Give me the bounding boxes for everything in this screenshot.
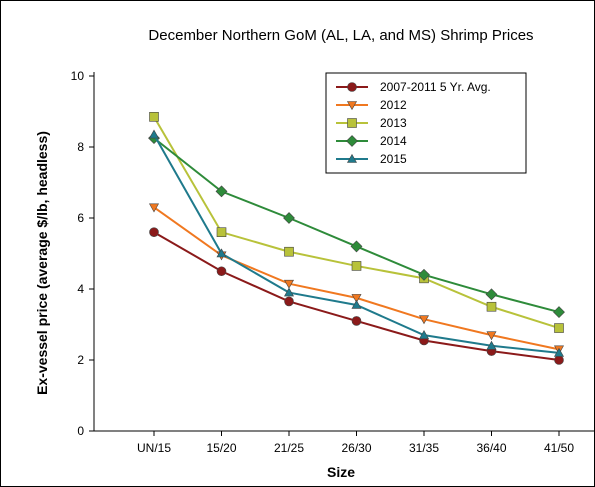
x-axis-title: Size bbox=[327, 464, 355, 480]
data-point bbox=[418, 315, 430, 325]
data-point bbox=[148, 129, 160, 139]
legend-swatch-marker bbox=[347, 82, 357, 92]
data-point bbox=[284, 246, 294, 257]
x-tick-label: 41/50 bbox=[544, 441, 574, 455]
data-point bbox=[554, 323, 564, 333]
data-point bbox=[554, 355, 564, 365]
data-point bbox=[351, 299, 362, 309]
x-tick-label: 15/20 bbox=[206, 441, 236, 455]
y-tick-label: 2 bbox=[77, 353, 84, 367]
series-4 bbox=[148, 129, 565, 357]
legend-label: 2015 bbox=[380, 152, 407, 166]
data-point bbox=[216, 248, 227, 258]
y-axis-title: Ex-vessel price (average $/lb, headless) bbox=[34, 131, 50, 395]
legend-swatch-marker bbox=[346, 101, 358, 111]
data-point bbox=[283, 287, 295, 297]
data-point bbox=[553, 347, 565, 357]
data-point bbox=[350, 240, 363, 253]
data-point bbox=[486, 331, 497, 341]
legend-swatch-marker bbox=[346, 135, 358, 147]
x-tick-label: 21/25 bbox=[274, 441, 304, 455]
legend-label: 2014 bbox=[380, 134, 407, 148]
data-point bbox=[486, 340, 497, 350]
x-tick-label: 31/35 bbox=[409, 441, 439, 455]
data-point bbox=[418, 330, 430, 339]
data-point bbox=[486, 301, 497, 312]
x-tick-label: 26/30 bbox=[341, 441, 371, 455]
x-tick-label: UN/15 bbox=[137, 441, 171, 455]
series-1 bbox=[148, 203, 565, 355]
data-point bbox=[284, 296, 294, 307]
data-point bbox=[351, 316, 362, 326]
data-point bbox=[418, 268, 430, 281]
legend-label: 2007-2011 5 Yr. Avg. bbox=[380, 80, 491, 94]
y-tick-label: 8 bbox=[77, 140, 84, 154]
data-point bbox=[149, 112, 159, 122]
y-tick-label: 4 bbox=[77, 282, 84, 296]
chart-title: December Northern GoM (AL, LA, and MS) S… bbox=[148, 27, 533, 44]
legend: 2007-2011 5 Yr. Avg. 2012 2013 2014 2015 bbox=[325, 72, 527, 174]
legend-label: 2013 bbox=[380, 116, 407, 130]
data-point bbox=[485, 288, 498, 301]
legend-swatch-marker bbox=[347, 118, 357, 128]
data-point bbox=[148, 203, 160, 213]
axes: 0 2 4 6 8 10 UN/15 15/20 21/25 26/30 31/35 36/40 41/… bbox=[71, 69, 594, 455]
data-point bbox=[283, 212, 295, 224]
data-point bbox=[216, 266, 227, 277]
data-point bbox=[283, 279, 295, 289]
legend-swatch-marker bbox=[346, 153, 358, 163]
series-2 bbox=[149, 112, 564, 333]
series-layer bbox=[148, 112, 565, 365]
series-3 bbox=[148, 132, 565, 318]
y-tick-label: 0 bbox=[77, 424, 84, 438]
data-point bbox=[216, 227, 227, 237]
data-point bbox=[553, 306, 565, 318]
data-point bbox=[149, 227, 159, 237]
data-point bbox=[351, 261, 362, 271]
series-line bbox=[153, 206, 560, 351]
x-tick-label: 36/40 bbox=[476, 441, 506, 455]
data-point bbox=[351, 294, 362, 303]
y-tick-label: 6 bbox=[77, 211, 84, 225]
legend-label: 2012 bbox=[380, 98, 407, 112]
y-tick-label: 10 bbox=[71, 69, 85, 83]
data-point bbox=[215, 185, 228, 198]
